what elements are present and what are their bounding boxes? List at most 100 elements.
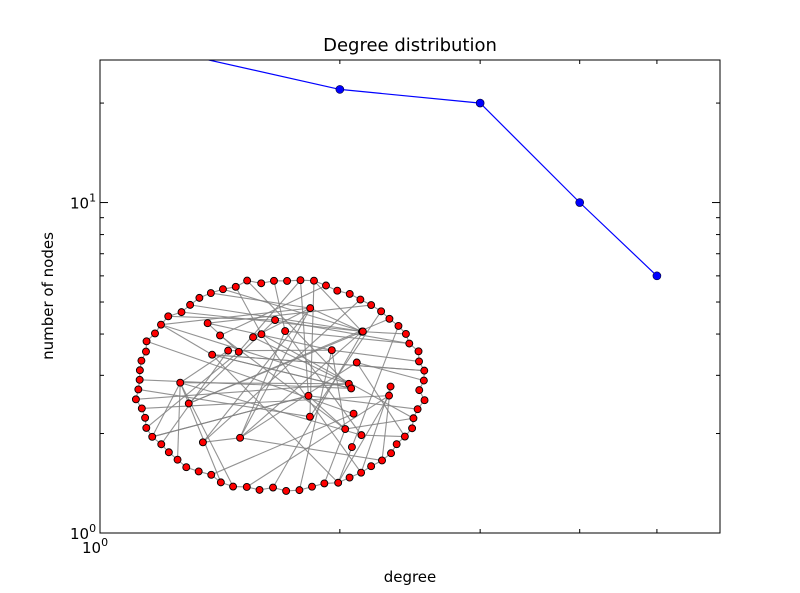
graph-edge: [139, 379, 352, 389]
graph-edge: [299, 280, 309, 396]
graph-node: [157, 440, 166, 449]
graph-node: [345, 289, 354, 298]
graph-node: [304, 391, 313, 400]
graph-node: [327, 346, 336, 355]
graph-edge: [308, 395, 418, 410]
graph-node: [234, 347, 243, 356]
graph-edge: [188, 330, 364, 405]
graph-node: [142, 337, 151, 346]
graph-node: [231, 282, 240, 291]
graph-edge: [219, 284, 327, 336]
graph-edge: [337, 446, 353, 483]
graph-node: [137, 356, 146, 365]
data-point: [652, 271, 662, 281]
graph-node: [257, 279, 266, 288]
graph-node: [148, 432, 157, 441]
graph-node: [270, 276, 278, 285]
graph-node: [358, 327, 367, 336]
graph-node: [141, 413, 150, 422]
y-tick-label: 101: [70, 192, 96, 213]
graph-edge: [207, 304, 372, 324]
graph-edge: [356, 361, 424, 382]
graph-node: [420, 366, 429, 375]
graph-node: [378, 456, 386, 465]
graph-node: [177, 308, 186, 317]
graph-node: [349, 409, 358, 418]
tick-labels: 100 101 100: [70, 192, 108, 557]
graph-edge: [337, 395, 390, 484]
graph-edge: [273, 280, 286, 332]
graph-node: [182, 463, 191, 472]
graph-node: [236, 433, 245, 442]
graph-node: [367, 301, 376, 309]
graph-node: [131, 395, 140, 404]
graph-edge: [210, 292, 311, 309]
graph-edge: [180, 382, 362, 436]
graph-node: [203, 319, 212, 328]
graph-node: [243, 276, 252, 285]
graph-node: [394, 321, 403, 330]
graph-node: [367, 462, 376, 471]
graph-node: [219, 285, 227, 294]
graph-node: [173, 455, 182, 464]
graph-edge: [238, 279, 301, 353]
graph-edge: [361, 331, 406, 335]
graph-node: [341, 425, 350, 434]
graph-node: [310, 276, 318, 285]
graph-edge: [145, 351, 240, 429]
graph-edge: [246, 395, 390, 488]
chart-title: Degree distribution: [323, 35, 497, 56]
graph-edge: [207, 322, 332, 351]
graph-node: [386, 382, 395, 391]
graph-node: [385, 314, 394, 323]
graph-node: [142, 423, 151, 432]
graph-node: [142, 347, 150, 356]
graph-edge: [138, 388, 311, 418]
graph-node: [134, 385, 143, 394]
graph-edge: [212, 354, 425, 372]
graph-edge: [160, 324, 349, 385]
graph-edge: [160, 350, 229, 445]
graph-edge: [160, 307, 311, 326]
plot-frame: [99, 59, 721, 534]
graph-node: [306, 304, 315, 313]
graph-node: [216, 478, 225, 487]
graph-edge: [151, 382, 181, 438]
graph-node: [135, 366, 144, 375]
plot-series: [206, 60, 662, 281]
graph-edge: [239, 331, 363, 439]
graph-node: [195, 293, 204, 302]
graph-node: [377, 307, 386, 316]
graph-node: [137, 404, 146, 413]
graph-node: [271, 316, 280, 324]
graph-edge: [323, 428, 346, 484]
graph-node: [414, 347, 423, 356]
graph-node: [420, 396, 429, 405]
graph-node: [347, 384, 356, 393]
axis-ticks: [99, 60, 720, 534]
data-point: [475, 98, 485, 108]
graph-node: [392, 440, 401, 449]
graph-edge: [356, 362, 406, 437]
graph-edge: [211, 354, 339, 484]
graph-node: [194, 467, 203, 476]
graph-edge: [240, 437, 383, 462]
graph-node: [255, 485, 264, 494]
graph-node: [385, 391, 393, 400]
graph-node: [151, 329, 159, 338]
graph-edge: [141, 395, 390, 410]
graph-node: [308, 482, 316, 491]
graph-node: [413, 405, 422, 414]
graph-edge: [252, 336, 350, 385]
graph-node: [269, 483, 277, 492]
graph-edge: [160, 324, 213, 356]
graph-edge: [298, 350, 333, 491]
graph-edge: [179, 382, 222, 483]
graph-node: [135, 375, 144, 384]
graph-edge: [260, 333, 362, 473]
y-tick-label: 100: [70, 522, 96, 543]
graph-node: [164, 448, 173, 457]
graph-node: [356, 295, 365, 304]
